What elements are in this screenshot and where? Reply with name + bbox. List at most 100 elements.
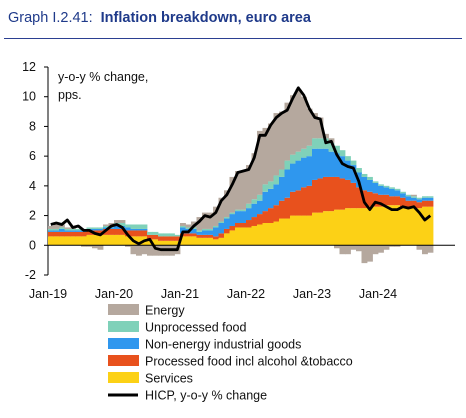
bar-segment xyxy=(367,191,373,207)
bar-segment xyxy=(97,227,104,229)
bar-segment xyxy=(372,181,379,183)
bar-segment xyxy=(235,227,241,246)
bar-segment xyxy=(306,156,313,186)
bar-segment xyxy=(202,228,208,231)
bar-segment xyxy=(262,191,269,212)
bar-segment xyxy=(202,212,208,229)
bar-segment xyxy=(389,188,395,197)
bar-segment xyxy=(75,230,82,232)
bar-segment xyxy=(130,230,137,237)
y-axis-label-line2: pps. xyxy=(58,88,82,102)
bar-segment xyxy=(389,245,395,247)
bar-segment xyxy=(103,224,109,226)
bar-segment xyxy=(383,185,390,188)
bar-segment xyxy=(207,234,214,238)
bar-segment xyxy=(323,176,329,212)
bar-segment xyxy=(136,236,142,246)
bar-segment xyxy=(141,224,148,229)
bar-segment xyxy=(125,227,131,231)
bar-segment xyxy=(64,231,71,237)
bar-segment xyxy=(235,209,241,212)
bar-segment xyxy=(103,227,109,229)
bar-segment xyxy=(383,194,390,206)
bar-segment xyxy=(224,217,230,219)
bar-segment xyxy=(400,191,406,194)
bar-segment xyxy=(405,208,412,246)
bar-segment xyxy=(279,169,285,177)
bar-segment xyxy=(416,245,423,250)
bar-segment xyxy=(196,217,203,231)
bar-segment xyxy=(240,227,247,246)
x-tick-label: Jan-24 xyxy=(359,287,397,301)
bar-segment xyxy=(268,123,274,182)
bar-segment xyxy=(361,173,368,177)
bar-segment xyxy=(350,160,357,166)
bar-segment xyxy=(119,234,126,246)
bar-segment xyxy=(202,237,208,246)
bar-segment xyxy=(257,130,263,195)
bar-segment xyxy=(147,245,153,256)
bar-segment xyxy=(273,205,280,222)
bar-segment xyxy=(163,236,170,241)
bar-segment xyxy=(53,236,60,246)
bar-segment xyxy=(394,190,401,197)
bar-segment xyxy=(295,89,302,152)
bar-segment xyxy=(251,225,258,246)
bar-segment xyxy=(114,228,120,235)
y-tick-label: 8 xyxy=(29,119,36,133)
bar-segment xyxy=(350,245,357,250)
bar-segment xyxy=(411,196,417,198)
bar-segment xyxy=(246,165,252,204)
bar-segment xyxy=(53,224,60,229)
bar-segment xyxy=(372,245,379,255)
bar-segment xyxy=(367,179,373,192)
legend-label: HICP, y-o-y % change xyxy=(145,389,267,403)
bar-segment xyxy=(422,245,428,255)
legend-label: Unprocessed food xyxy=(145,321,247,335)
y-tick-label: 6 xyxy=(29,149,36,163)
x-tick-label: Jan-19 xyxy=(29,287,67,301)
bar-segment xyxy=(174,236,181,241)
legend-swatch xyxy=(108,321,139,332)
hicp-line xyxy=(50,86,432,252)
bar-segment xyxy=(389,205,395,246)
bar-segment xyxy=(191,236,197,246)
bar-segment xyxy=(119,220,126,223)
bar-segment xyxy=(361,208,368,246)
bar-segment xyxy=(136,228,142,231)
bar-segment xyxy=(158,233,164,237)
bar-segment xyxy=(240,211,247,223)
bar-segment xyxy=(367,206,373,246)
bar-segment xyxy=(218,197,225,222)
bar-segment xyxy=(224,218,230,229)
bar-segment xyxy=(196,234,203,238)
bar-segment xyxy=(394,205,401,246)
bar-segment xyxy=(213,239,219,246)
bar-segment xyxy=(301,187,307,216)
bar-segment xyxy=(191,228,197,234)
bar-segment xyxy=(97,245,104,250)
bar-segment xyxy=(334,145,340,154)
bar-segment xyxy=(48,225,54,229)
bar-segment xyxy=(64,230,71,232)
bar-segment xyxy=(262,223,269,246)
bar-segment xyxy=(75,231,82,237)
bar-segment xyxy=(312,179,318,213)
bar-segment xyxy=(378,194,384,207)
bar-segment xyxy=(345,245,351,255)
bar-segment xyxy=(81,231,87,237)
bar-segment xyxy=(345,160,351,180)
bar-segment xyxy=(218,221,225,223)
bar-segment xyxy=(416,208,423,246)
bar-segment xyxy=(53,228,60,231)
bar-segment xyxy=(108,234,115,246)
bar-segment xyxy=(103,225,109,228)
bar-segment xyxy=(59,228,65,232)
bar-segment xyxy=(125,224,131,228)
bar-segment xyxy=(185,236,192,246)
bar-segment xyxy=(257,224,263,246)
bar-segment xyxy=(213,225,219,228)
bar-segment xyxy=(427,245,434,253)
bar-segment xyxy=(229,212,236,215)
